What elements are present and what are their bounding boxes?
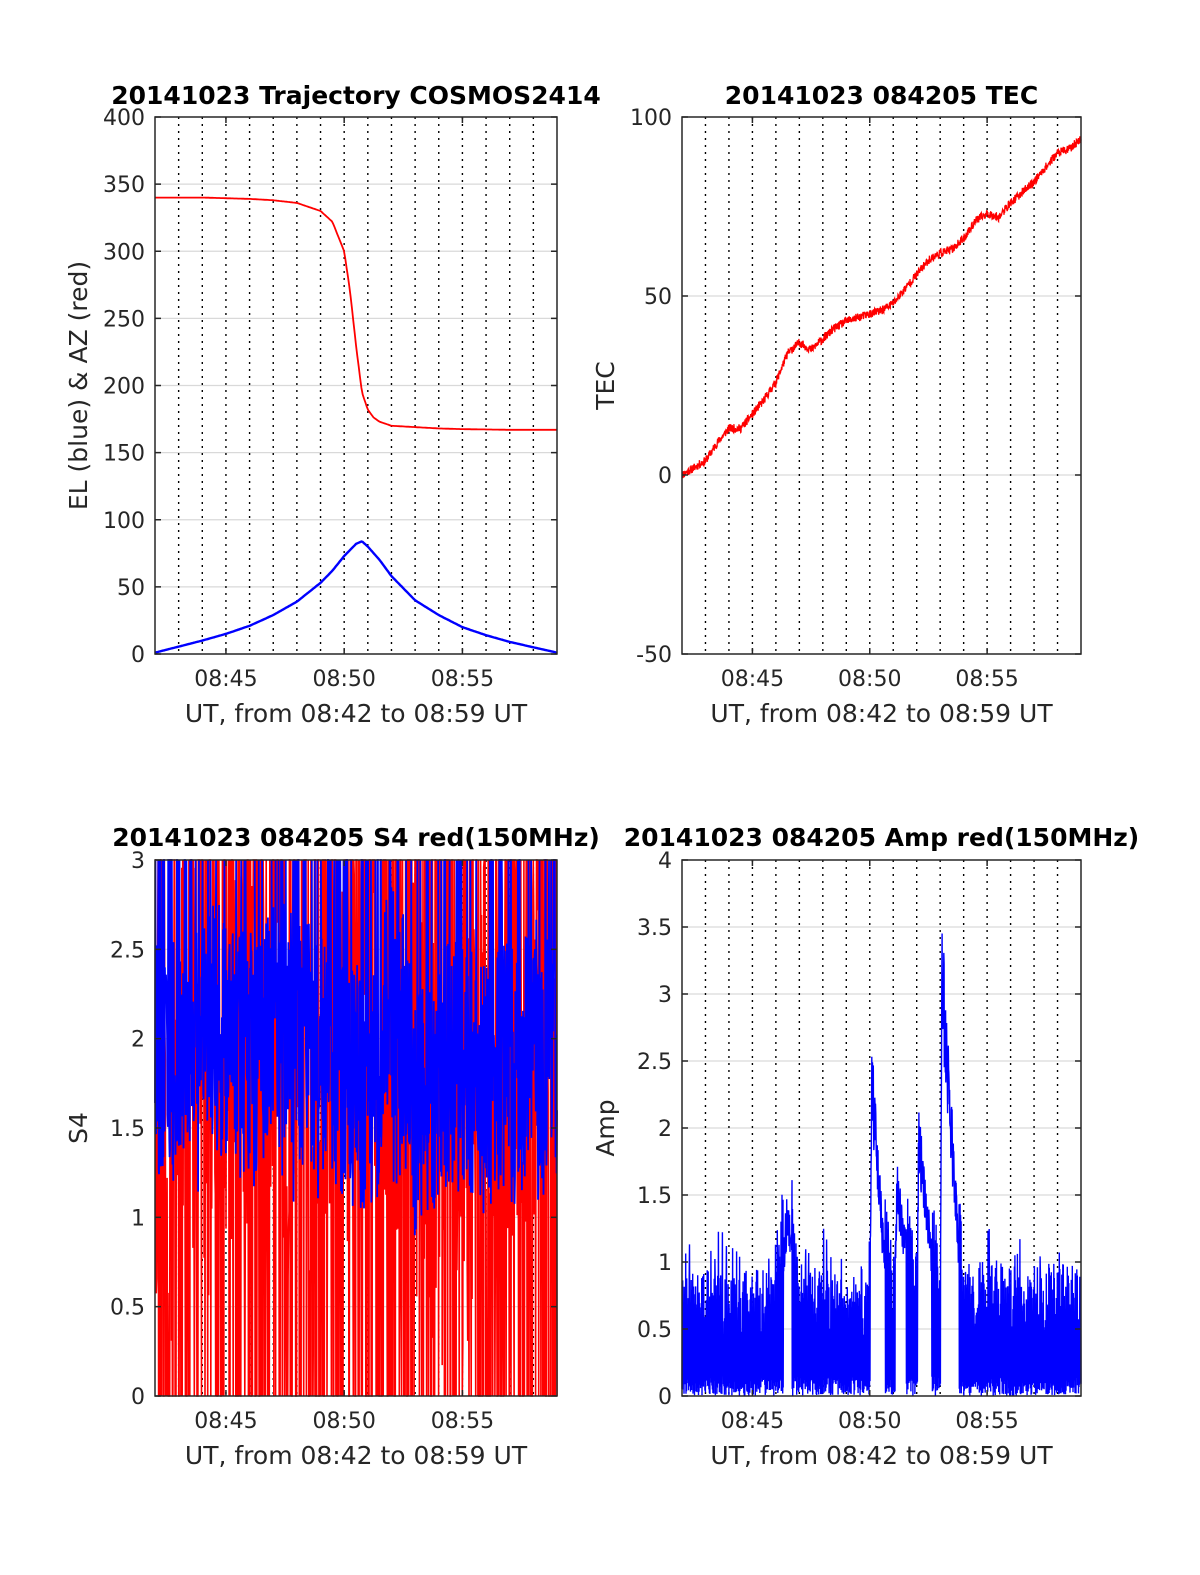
tec-y-axis-label: TEC xyxy=(591,361,620,411)
amp-x-tick-label: 08:55 xyxy=(955,1409,1018,1434)
trajectory-x-tick-label: 08:45 xyxy=(194,667,257,692)
amp-y-tick-label: 0 xyxy=(658,1385,672,1410)
amp-y-tick-label: 3.5 xyxy=(637,916,672,941)
tec-y-tick-label: 0 xyxy=(658,464,672,489)
amp-chart-title: 20141023 084205 Amp red(150MHz) xyxy=(624,823,1140,852)
s4-y-tick-label: 0.5 xyxy=(110,1296,145,1321)
amp-panel: 0 0.5 1 1.5 2 2.5 3 3.5 4 08:45 08:50 08:55 2014102… xyxy=(591,823,1139,1470)
trajectory-y-tick-label: 100 xyxy=(103,509,145,534)
amp-y-tick-label: 2 xyxy=(658,1117,672,1142)
trajectory-series-azimuth xyxy=(155,196,557,431)
tec-chart-title: 20141023 084205 TEC xyxy=(725,81,1038,110)
tec-panel: -50 0 50 100 08:45 08:50 08:55 20141023 084205… xyxy=(591,81,1082,728)
s4-x-tick-label: 08:45 xyxy=(194,1409,257,1434)
amp-series xyxy=(681,933,1082,1397)
trajectory-y-tick-label: 200 xyxy=(103,375,145,400)
trajectory-y-tick-label: 150 xyxy=(103,442,145,467)
amp-y-tick-label: 1 xyxy=(658,1251,672,1276)
trajectory-x-tick-label: 08:50 xyxy=(312,667,375,692)
s4-y-tick-label: 1 xyxy=(131,1206,145,1231)
trajectory-x-axis-label: UT, from 08:42 to 08:59 UT xyxy=(185,699,528,728)
trajectory-series-elevation xyxy=(154,540,558,654)
s4-y-tick-label: 0 xyxy=(131,1385,145,1410)
tec-x-tick-label: 08:50 xyxy=(838,667,901,692)
amp-y-axis-label: Amp xyxy=(591,1099,620,1156)
amp-y-tick-label: 0.5 xyxy=(637,1318,672,1343)
trajectory-y-tick-label: 0 xyxy=(131,643,145,668)
tec-plot-frame xyxy=(681,116,1082,655)
s4-y-axis-label: S4 xyxy=(64,1112,93,1144)
s4-panel: 0 0.5 1 1.5 2 2.5 3 08:45 08:50 08:55 20141023 08… xyxy=(64,823,600,1470)
trajectory-chart-title: 20141023 Trajectory COSMOS2414 xyxy=(111,81,601,110)
trajectory-y-tick-label: 50 xyxy=(117,576,145,601)
s4-x-tick-label: 08:50 xyxy=(312,1409,375,1434)
s4-x-tick-label: 08:55 xyxy=(431,1409,494,1434)
amp-y-tick-label: 3 xyxy=(658,983,672,1008)
tec-series xyxy=(681,136,1082,479)
trajectory-y-tick-label: 300 xyxy=(103,240,145,265)
tec-x-tick-label: 08:45 xyxy=(721,667,784,692)
amp-y-tick-label: 1.5 xyxy=(637,1184,672,1209)
tec-x-tick-label: 08:55 xyxy=(955,667,1018,692)
s4-series-blue xyxy=(154,859,558,1236)
amp-y-tick-label: 2.5 xyxy=(637,1050,672,1075)
trajectory-x-tick-label: 08:55 xyxy=(431,667,494,692)
amp-x-tick-label: 08:45 xyxy=(721,1409,784,1434)
trajectory-y-axis-label: EL (blue) & AZ (red) xyxy=(64,261,93,510)
s4-chart-title: 20141023 084205 S4 red(150MHz) xyxy=(112,823,600,852)
amp-y-tick-label: 4 xyxy=(658,849,672,874)
s4-y-tick-label: 1.5 xyxy=(110,1117,145,1142)
trajectory-y-tick-label: 400 xyxy=(103,106,145,131)
s4-x-axis-label: UT, from 08:42 to 08:59 UT xyxy=(185,1441,528,1470)
tec-x-axis-label: UT, from 08:42 to 08:59 UT xyxy=(710,699,1053,728)
amp-x-axis-label: UT, from 08:42 to 08:59 UT xyxy=(710,1441,1053,1470)
amp-x-tick-label: 08:50 xyxy=(838,1409,901,1434)
tec-y-tick-label: 100 xyxy=(630,106,672,131)
trajectory-y-tick-label: 250 xyxy=(103,307,145,332)
s4-y-tick-label: 2 xyxy=(131,1028,145,1053)
tec-y-tick-label: -50 xyxy=(636,643,672,668)
tec-y-tick-label: 50 xyxy=(644,285,672,310)
s4-y-tick-label: 3 xyxy=(131,849,145,874)
trajectory-y-tick-label: 350 xyxy=(103,173,145,198)
s4-y-tick-label: 2.5 xyxy=(110,938,145,963)
